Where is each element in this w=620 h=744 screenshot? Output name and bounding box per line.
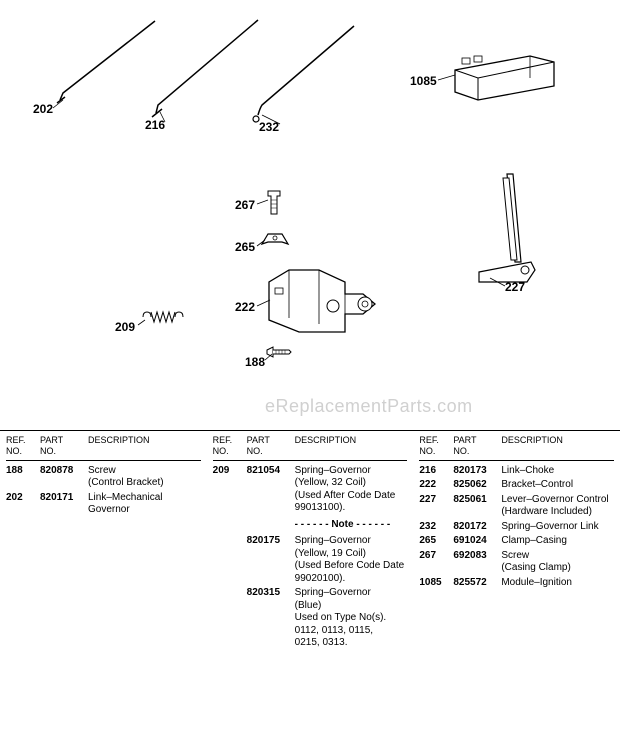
desc-text: Screw — [501, 550, 529, 561]
callout-216: 216 — [145, 118, 165, 132]
desc-text: Spring–Governor — [295, 587, 371, 598]
desc-sub: (Hardware Included) — [501, 506, 592, 517]
table-row: 222 825062 Bracket–Control — [419, 479, 614, 492]
table-row: 820315 Spring–Governor (Blue) Used on Ty… — [213, 587, 408, 650]
desc-text: Spring–Governor — [295, 535, 371, 546]
desc-text: Screw — [88, 465, 116, 476]
cell-part: 820175 — [247, 535, 295, 585]
cell-part: 820171 — [40, 492, 88, 517]
callout-222: 222 — [235, 300, 255, 314]
cell-part: 820172 — [453, 521, 501, 534]
callout-232: 232 — [259, 120, 279, 134]
callout-202: 202 — [33, 102, 53, 116]
cell-desc: Spring–Governor (Yellow, 19 Coil) (Used … — [295, 535, 408, 585]
cell-ref: 222 — [419, 479, 453, 492]
table-row: 188 820878 Screw (Control Bracket) — [6, 465, 201, 490]
header-desc: DESCRIPTION — [501, 435, 614, 458]
cell-ref: 267 — [419, 550, 453, 575]
header-ref: REF. NO. — [6, 435, 40, 458]
desc-text: Spring–Governor — [295, 465, 371, 476]
table-row: 202 820171 Link–Mechanical Governor — [6, 492, 201, 517]
cell-ref: 232 — [419, 521, 453, 534]
table-row: 1085 825572 Module–Ignition — [419, 577, 614, 590]
cell-part: 825062 — [453, 479, 501, 492]
table-row: 216 820173 Link–Choke — [419, 465, 614, 478]
cell-ref: 188 — [6, 465, 40, 490]
callout-265: 265 — [235, 240, 255, 254]
cell-desc: Screw (Control Bracket) — [88, 465, 201, 490]
cell-part: 825572 — [453, 577, 501, 590]
table-row: 267 692083 Screw (Casing Clamp) — [419, 550, 614, 575]
desc-sub: (Yellow, 32 Coil) (Used After Code Date … — [295, 477, 396, 513]
cell-ref: 202 — [6, 492, 40, 517]
header-desc: DESCRIPTION — [295, 435, 408, 458]
table-header: REF. NO. PART NO. DESCRIPTION — [213, 435, 408, 461]
callout-209: 209 — [115, 320, 135, 334]
cell-desc: Spring–Governor Link — [501, 521, 614, 534]
callout-188: 188 — [245, 355, 265, 369]
parts-column-3: REF. NO. PART NO. DESCRIPTION 216 820173… — [413, 431, 620, 660]
cell-ref: 1085 — [419, 577, 453, 590]
cell-desc: Screw (Casing Clamp) — [501, 550, 614, 575]
cell-desc: Lever–Governor Control (Hardware Include… — [501, 494, 614, 519]
desc-sub: (Casing Clamp) — [501, 562, 570, 573]
header-part: PART NO. — [453, 435, 501, 458]
header-ref: REF. NO. — [213, 435, 247, 458]
header-part: PART NO. — [40, 435, 88, 458]
cell-part: 820878 — [40, 465, 88, 490]
desc-text: Lever–Governor Control — [501, 494, 608, 505]
parts-table: REF. NO. PART NO. DESCRIPTION 188 820878… — [0, 430, 620, 660]
cell-ref: 216 — [419, 465, 453, 478]
desc-sub: (Yellow, 19 Coil) (Used Before Code Date… — [295, 548, 405, 584]
leader-lines — [0, 0, 620, 430]
note-text: - - - - - - Note - - - - - - — [295, 519, 391, 530]
table-header: REF. NO. PART NO. DESCRIPTION — [419, 435, 614, 461]
callout-227: 227 — [505, 280, 525, 294]
table-note-row: - - - - - - Note - - - - - - — [213, 517, 408, 534]
table-row: 265 691024 Clamp–Casing — [419, 535, 614, 548]
cell-ref: 209 — [213, 465, 247, 515]
cell-ref: 265 — [419, 535, 453, 548]
table-header: REF. NO. PART NO. DESCRIPTION — [6, 435, 201, 461]
cell-part: 821054 — [247, 465, 295, 515]
cell-desc: Link–Choke — [501, 465, 614, 478]
header-part: PART NO. — [247, 435, 295, 458]
cell-ref: 227 — [419, 494, 453, 519]
cell-desc: Clamp–Casing — [501, 535, 614, 548]
cell-desc: Spring–Governor (Yellow, 32 Coil) (Used … — [295, 465, 408, 515]
parts-column-2: REF. NO. PART NO. DESCRIPTION 209 821054… — [207, 431, 414, 660]
table-row: 820175 Spring–Governor (Yellow, 19 Coil)… — [213, 535, 408, 585]
cell-part: 691024 — [453, 535, 501, 548]
cell-part: 820173 — [453, 465, 501, 478]
desc-sub: (Control Bracket) — [88, 477, 164, 488]
cell-desc: Bracket–Control — [501, 479, 614, 492]
table-row: 232 820172 Spring–Governor Link — [419, 521, 614, 534]
cell-desc: Module–Ignition — [501, 577, 614, 590]
parts-column-1: REF. NO. PART NO. DESCRIPTION 188 820878… — [0, 431, 207, 660]
watermark-text: eReplacementParts.com — [265, 396, 473, 417]
cell-part: 825061 — [453, 494, 501, 519]
table-row: 227 825061 Lever–Governor Control (Hardw… — [419, 494, 614, 519]
callout-267: 267 — [235, 198, 255, 212]
table-row: 209 821054 Spring–Governor (Yellow, 32 C… — [213, 465, 408, 515]
cell-part: 820315 — [247, 587, 295, 650]
cell-part: 692083 — [453, 550, 501, 575]
header-desc: DESCRIPTION — [88, 435, 201, 458]
header-ref: REF. NO. — [419, 435, 453, 458]
cell-desc: Spring–Governor (Blue) Used on Type No(s… — [295, 587, 408, 650]
parts-diagram: 202 216 232 1085 267 265 222 209 188 227… — [0, 0, 620, 430]
desc-sub: (Blue) Used on Type No(s). 0112, 0113, 0… — [295, 600, 387, 649]
cell-desc: Link–Mechanical Governor — [88, 492, 201, 517]
callout-1085: 1085 — [410, 74, 437, 88]
